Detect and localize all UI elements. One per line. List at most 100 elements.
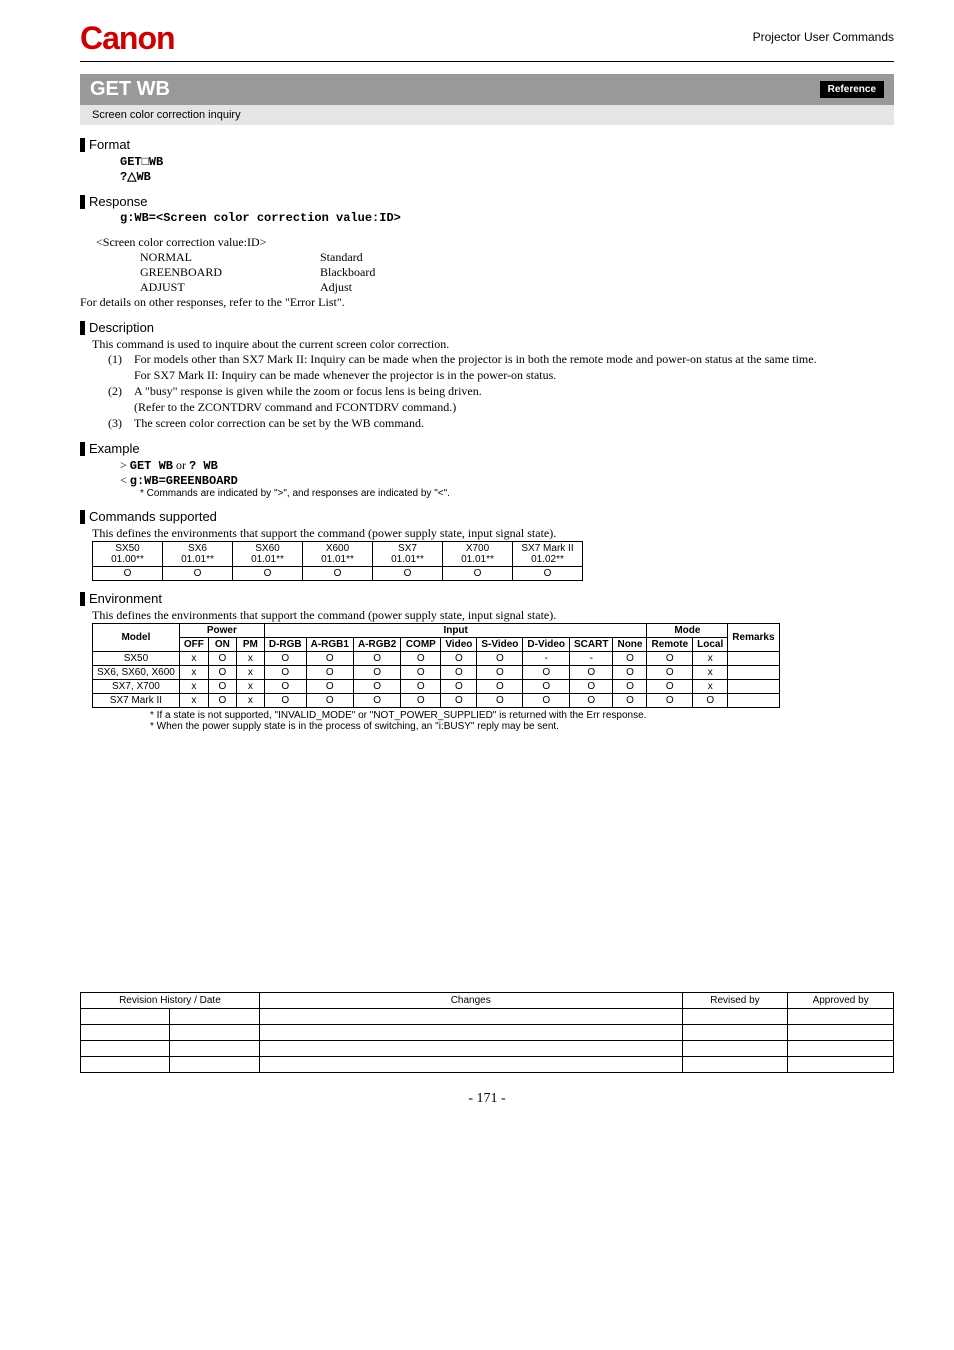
env-subheader: A-RGB1 — [306, 638, 353, 652]
commands-supported-intro: This defines the environments that suppo… — [92, 526, 894, 541]
command-subtitle: Screen color correction inquiry — [80, 105, 894, 125]
env-cell: O — [570, 694, 613, 708]
env-cell: O — [264, 652, 306, 666]
env-cell: O — [613, 680, 647, 694]
env-cell: O — [306, 680, 353, 694]
rev-cell — [81, 1025, 170, 1041]
env-row: SX50xOxOOOOOO--OOx — [93, 652, 780, 666]
env-cell: x — [236, 694, 264, 708]
env-cell: O — [401, 694, 441, 708]
env-cell: O — [208, 652, 236, 666]
env-cell: x — [693, 680, 728, 694]
response-heading: Response — [80, 194, 894, 209]
env-cell: O — [353, 652, 400, 666]
env-cell: x — [179, 694, 208, 708]
env-cell: O — [353, 680, 400, 694]
env-cell: x — [693, 652, 728, 666]
cs-header-cell: SX601.01** — [163, 542, 233, 567]
rev-row — [81, 1057, 894, 1073]
rev-cell — [682, 1057, 788, 1073]
env-model-cell: SX7 Mark II — [93, 694, 180, 708]
env-col-input: Input — [264, 624, 647, 638]
env-row: SX6, SX60, X600xOxOOOOOOOOOOx — [93, 666, 780, 680]
env-model-cell: SX6, SX60, X600 — [93, 666, 180, 680]
rev-cell — [81, 1009, 170, 1025]
env-cell: O — [647, 666, 693, 680]
response-value-row: NORMALStandard — [140, 250, 894, 265]
env-subheader: D-Video — [523, 638, 570, 652]
cs-cell: O — [163, 567, 233, 581]
cs-cell: O — [513, 567, 583, 581]
rev-cell — [259, 1041, 682, 1057]
env-cell: x — [236, 652, 264, 666]
env-cell: O — [264, 666, 306, 680]
description-heading: Description — [80, 320, 894, 335]
env-cell: x — [693, 666, 728, 680]
env-cell: O — [441, 652, 477, 666]
env-cell: O — [647, 694, 693, 708]
rev-cell — [788, 1025, 894, 1041]
env-cell — [728, 666, 779, 680]
rev-cell — [788, 1041, 894, 1057]
cs-cell: O — [373, 567, 443, 581]
env-cell: O — [523, 694, 570, 708]
env-subheader: Local — [693, 638, 728, 652]
env-col-power: Power — [179, 624, 264, 638]
rev-cell — [170, 1057, 259, 1073]
env-cell: O — [353, 694, 400, 708]
rev-cell — [682, 1041, 788, 1057]
env-subheader: None — [613, 638, 647, 652]
description-item-cont: (Refer to the ZCONTDRV command and FCONT… — [108, 400, 894, 415]
env-cell: O — [613, 666, 647, 680]
env-footnote: * When the power supply state is in the … — [150, 721, 894, 732]
env-cell: O — [441, 666, 477, 680]
env-subheader: SCART — [570, 638, 613, 652]
rev-header: Revision History / Date — [81, 993, 260, 1009]
env-cell — [728, 694, 779, 708]
env-cell — [728, 680, 779, 694]
env-cell: O — [477, 666, 523, 680]
env-cell: O — [613, 652, 647, 666]
rev-header: Revised by — [682, 993, 788, 1009]
env-cell: O — [647, 680, 693, 694]
env-cell: O — [264, 680, 306, 694]
env-subheader: OFF — [179, 638, 208, 652]
description-item-cont: For SX7 Mark II: Inquiry can be made whe… — [108, 368, 894, 383]
env-cell: O — [523, 666, 570, 680]
page-number: - 171 - — [80, 1091, 894, 1107]
env-subheader: D-RGB — [264, 638, 306, 652]
env-cell: O — [477, 694, 523, 708]
env-cell: O — [523, 680, 570, 694]
example-line-1: > GET WB or ? WB — [120, 458, 894, 473]
rev-cell — [259, 1025, 682, 1041]
env-subheader: PM — [236, 638, 264, 652]
rev-cell — [259, 1057, 682, 1073]
response-footer: For details on other responses, refer to… — [80, 295, 894, 310]
rev-cell — [170, 1041, 259, 1057]
format-line-1: GET□WB — [120, 154, 894, 169]
environment-heading: Environment — [80, 591, 894, 606]
env-row: SX7, X700xOxOOOOOOOOOOx — [93, 680, 780, 694]
rev-cell — [682, 1009, 788, 1025]
revision-table: Revision History / DateChangesRevised by… — [80, 992, 894, 1073]
env-cell: x — [236, 666, 264, 680]
response-value-row: GREENBOARDBlackboard — [140, 265, 894, 280]
description-item: (3)The screen color correction can be se… — [108, 416, 894, 431]
env-cell: O — [647, 652, 693, 666]
command-title: GET WB — [90, 78, 170, 101]
cs-cell: O — [443, 567, 513, 581]
env-cell: O — [441, 680, 477, 694]
cs-cell: O — [233, 567, 303, 581]
rev-row — [81, 1009, 894, 1025]
description-intro: This command is used to inquire about th… — [92, 337, 894, 352]
rev-header: Changes — [259, 993, 682, 1009]
rev-cell — [170, 1009, 259, 1025]
rev-row — [81, 1025, 894, 1041]
env-cell: O — [306, 694, 353, 708]
env-cell: O — [570, 680, 613, 694]
rev-cell — [682, 1025, 788, 1041]
rev-cell — [788, 1057, 894, 1073]
description-item: (2)A "busy" response is given while the … — [108, 384, 894, 399]
env-subheader: S-Video — [477, 638, 523, 652]
command-title-bar: GET WB Reference — [80, 74, 894, 105]
